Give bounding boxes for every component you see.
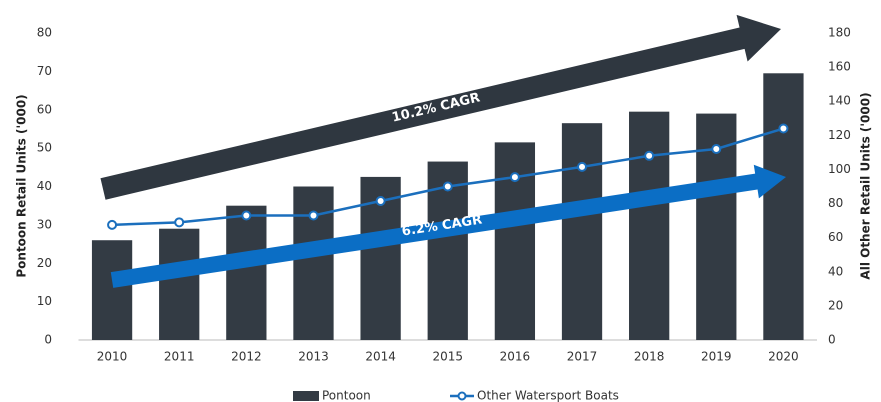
line-point: [442, 181, 453, 192]
line-point: [509, 172, 520, 183]
x-tick-label: 2010: [97, 350, 128, 364]
legend-label: Other Watersport Boats: [477, 389, 619, 402]
legend-swatch: [457, 391, 467, 401]
y-tick-label: 30: [37, 217, 52, 231]
y-tick-label: 0: [44, 333, 52, 347]
bar: [561, 123, 603, 341]
x-tick-label: 2015: [432, 350, 463, 364]
y2-tick-label: 140: [828, 94, 851, 108]
x-tick-label: 2018: [634, 350, 665, 364]
y2-tick-label: 120: [828, 128, 851, 142]
y-axis-label: Pontoon Retail Units ('000): [15, 94, 29, 277]
line-point: [644, 150, 655, 161]
y-tick-label: 60: [37, 102, 52, 116]
line-point: [778, 123, 789, 134]
x-tick-label: 2014: [365, 350, 396, 364]
cagr-arrow: [110, 164, 786, 288]
bar: [226, 205, 267, 340]
x-tick-label: 2016: [500, 350, 531, 364]
cagr-arrow: [100, 14, 782, 200]
bar: [159, 228, 200, 340]
line-point: [375, 195, 386, 206]
bar: [494, 142, 536, 340]
y2-tick-label: 100: [828, 162, 851, 176]
line-point: [577, 161, 588, 172]
line-point: [174, 217, 185, 228]
x-tick-label: 2017: [567, 350, 598, 364]
x-tick-label: 2019: [701, 350, 732, 364]
legend-label: Pontoon: [322, 389, 371, 402]
x-tick-label: 2013: [298, 350, 329, 364]
bar: [763, 73, 804, 340]
x-tick-label: 2011: [164, 350, 195, 364]
x-tick-label: 2012: [231, 350, 262, 364]
bar: [629, 111, 670, 340]
line-point: [107, 219, 118, 230]
y-tick-label: 80: [37, 26, 52, 40]
y2-tick-label: 60: [828, 230, 843, 244]
line-point: [711, 143, 722, 154]
legend-swatch: [293, 391, 319, 401]
line-point: [308, 210, 319, 221]
y2-axis-label: All Other Retail Units ('000): [859, 92, 873, 279]
y2-tick-label: 40: [828, 264, 843, 278]
y2-tick-label: 0: [828, 333, 836, 347]
y2-tick-label: 80: [828, 196, 843, 210]
y2-tick-label: 20: [828, 298, 843, 312]
bar: [91, 240, 133, 340]
y-tick-label: 50: [37, 141, 52, 155]
bar: [293, 186, 334, 340]
y-tick-label: 20: [37, 256, 52, 270]
y2-tick-label: 160: [828, 60, 851, 74]
y-tick-label: 70: [37, 64, 52, 78]
x-tick-label: 2020: [768, 350, 799, 364]
y-tick-label: 40: [37, 179, 52, 193]
line-point: [241, 210, 252, 221]
y-tick-label: 10: [37, 294, 52, 308]
y2-tick-label: 180: [828, 26, 851, 40]
